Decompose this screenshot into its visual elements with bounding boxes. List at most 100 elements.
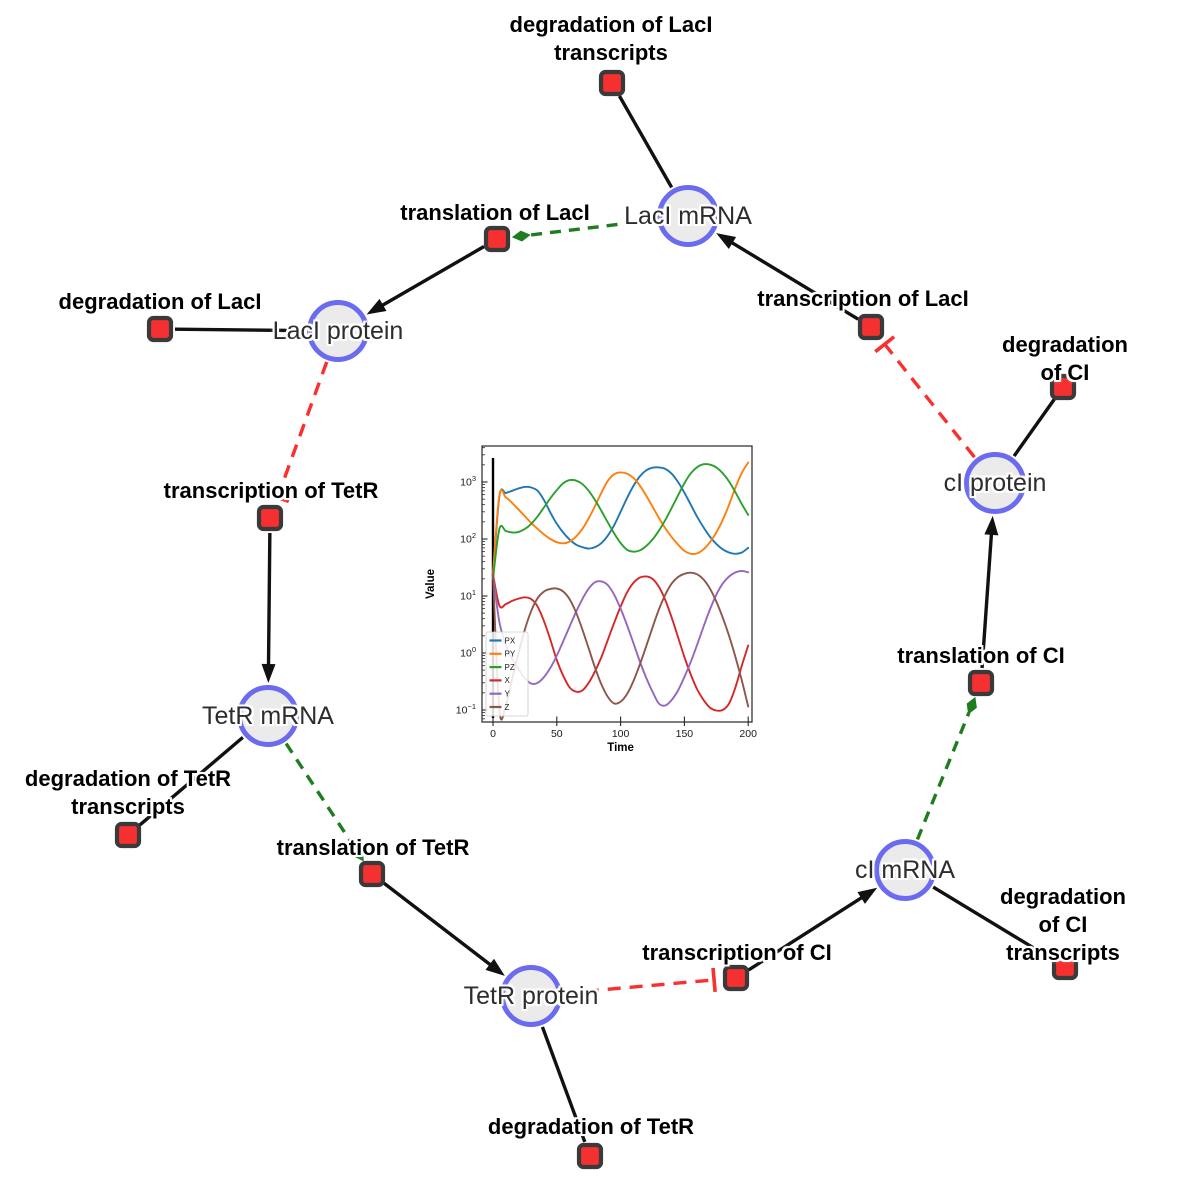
edge-line xyxy=(1012,398,1056,458)
x-tick-label: 200 xyxy=(739,728,757,740)
species-node-ci-protein xyxy=(964,452,1026,514)
edge-laci-protein-deg-laci xyxy=(174,327,306,333)
legend-item-py: PY xyxy=(489,650,516,659)
legend-item-z: Z xyxy=(489,703,510,712)
series-line-pz xyxy=(492,463,750,580)
x-tick-label: 100 xyxy=(612,728,630,740)
edge-line xyxy=(883,343,976,459)
reaction-node-deg-laci-transcripts xyxy=(598,69,626,97)
edge-tetr-protein-deg-tetr xyxy=(540,1026,587,1143)
edge-line xyxy=(932,885,1054,961)
legend-item-pz: PZ xyxy=(489,663,515,672)
edge-line xyxy=(728,239,860,321)
edge-transcription-tetr-tetr-mrna xyxy=(261,532,276,684)
reaction-node-deg-tetr-transcripts xyxy=(114,821,142,849)
diamond-arrowhead-icon xyxy=(353,845,364,862)
edge-tetr-protein-transcription-ci xyxy=(563,967,717,995)
species-node-tetr-mrna xyxy=(237,685,299,747)
legend-item-label: PZ xyxy=(505,663,515,672)
series-line-y xyxy=(492,570,750,707)
series-line-x xyxy=(492,573,750,712)
x-tick-label: 0 xyxy=(490,728,496,740)
edge-line xyxy=(617,95,674,189)
legend: PX PY PZ XYZ xyxy=(485,631,529,717)
arrowhead-icon xyxy=(261,663,276,684)
edge-line xyxy=(382,881,494,969)
y-tick-label: 102 xyxy=(460,531,476,546)
legend-item-label: X xyxy=(505,676,511,685)
x-axis-label: Time xyxy=(607,742,634,754)
edge-laci-mrna-translation-laci xyxy=(511,218,656,242)
edge-transcription-laci-laci-mrna xyxy=(716,233,860,321)
edge-line xyxy=(138,736,244,827)
y-axis-label: Value xyxy=(425,569,437,599)
species-node-laci-mrna xyxy=(657,185,719,247)
reaction-node-translation-tetr xyxy=(358,860,386,888)
edge-line xyxy=(563,978,715,995)
reaction-node-transcription-laci xyxy=(857,313,885,341)
legend-item-y: Y xyxy=(489,690,511,699)
inhibition-tbar-icon xyxy=(874,335,896,354)
x-tick-label: 150 xyxy=(676,728,694,740)
edge-translation-ci-ci-protein xyxy=(980,515,999,669)
inhibition-tbar-icon xyxy=(265,491,290,504)
edge-line xyxy=(378,245,485,309)
reaction-node-deg-laci xyxy=(146,315,174,343)
edge-tetr-mrna-translation-tetr xyxy=(284,742,364,862)
reaction-node-transcription-ci xyxy=(722,964,750,992)
edge-line xyxy=(747,894,866,972)
edge-transcription-ci-ci-mrna xyxy=(747,887,878,972)
species-node-ci-mrna xyxy=(874,839,936,901)
y-tick-label: 103 xyxy=(460,474,476,489)
series-curves xyxy=(492,461,750,721)
species-node-laci-protein xyxy=(307,300,369,362)
nodes-layer xyxy=(114,69,1079,1170)
arrowhead-icon xyxy=(716,233,737,249)
edge-line xyxy=(174,327,306,333)
diamond-arrowhead-icon xyxy=(511,230,531,242)
plot-spines xyxy=(481,445,753,723)
edge-laci-mrna-deg-laci-transcripts xyxy=(617,95,674,189)
edge-laci-protein-transcription-tetr xyxy=(265,361,329,504)
edge-line xyxy=(266,532,272,669)
edge-line xyxy=(275,361,329,498)
species-node-tetr-protein xyxy=(500,965,562,1027)
legend-item-label: PX xyxy=(505,636,516,645)
legend-item-label: PY xyxy=(505,650,516,659)
reaction-node-translation-laci xyxy=(483,225,511,253)
arrowhead-icon xyxy=(984,515,999,536)
edge-line xyxy=(284,742,356,849)
reaction-node-deg-ci-transcripts xyxy=(1051,953,1079,981)
y-tick-label: 101 xyxy=(460,588,476,603)
edge-ci-mrna-deg-ci-transcripts xyxy=(932,885,1054,961)
arrowhead-icon xyxy=(366,298,387,315)
x-tick-label: 50 xyxy=(551,728,563,740)
edge-translation-tetr-tetr-protein xyxy=(382,881,505,976)
y-tick-label: 10−1 xyxy=(456,702,476,717)
diamond-arrowhead-icon xyxy=(966,696,977,715)
edge-line xyxy=(540,1026,587,1143)
edge-line xyxy=(915,712,971,841)
reaction-node-transcription-tetr xyxy=(256,504,284,532)
arrowhead-icon xyxy=(857,887,878,904)
edge-translation-laci-laci-protein xyxy=(366,245,485,315)
edge-ci-protein-deg-ci xyxy=(1012,398,1056,458)
reaction-node-deg-ci xyxy=(1049,373,1077,401)
arrowhead-icon xyxy=(485,958,505,976)
legend-item-x: X xyxy=(489,676,511,685)
series-line-z xyxy=(492,571,750,721)
edge-line xyxy=(528,218,656,237)
inhibition-tbar-icon xyxy=(711,967,717,993)
legend-item-label: Z xyxy=(505,703,510,712)
legend-item-label: Y xyxy=(505,690,511,699)
edge-ci-mrna-translation-ci xyxy=(915,696,977,841)
legend-item-px: PX xyxy=(489,636,516,645)
series-line-py xyxy=(492,461,750,575)
edge-ci-protein-transcription-laci xyxy=(874,335,976,459)
series-line-px xyxy=(492,466,750,580)
reaction-node-deg-tetr xyxy=(576,1142,604,1170)
edge-line xyxy=(980,530,994,669)
